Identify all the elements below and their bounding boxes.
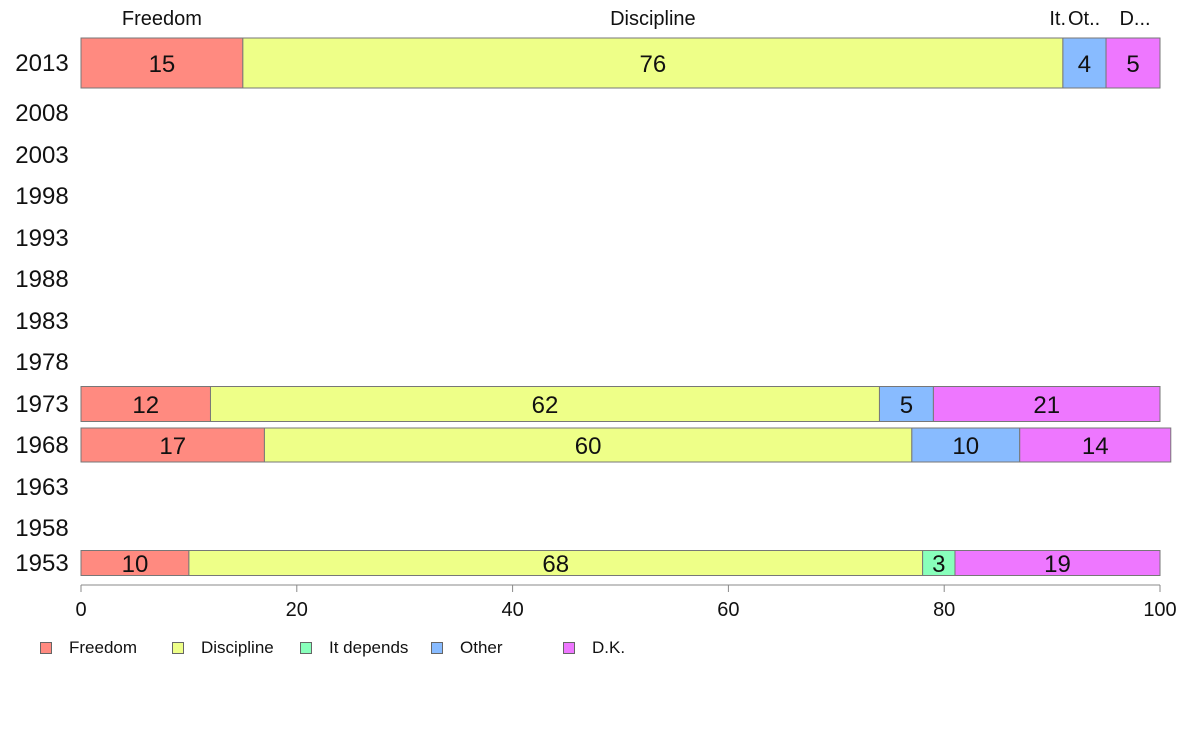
x-tick-label-80: 80 <box>933 599 955 621</box>
bar-segment-1973-d-k <box>932 386 1161 422</box>
legend-label-other: Other <box>460 638 503 657</box>
data-label-1968-other: 10 <box>952 433 979 460</box>
x-tick-label-100: 100 <box>1143 599 1176 621</box>
legend-label-d-k: D.K. <box>592 638 626 657</box>
bar-segment-2013-other <box>1062 37 1107 89</box>
x-tick-label-40: 40 <box>501 599 523 621</box>
data-label-2013-d-k: 5 <box>1126 51 1139 78</box>
bar-segment-1953-freedom <box>80 550 190 576</box>
legend-swatch-d-k <box>563 642 575 654</box>
legend-item-freedom: Freedom <box>40 638 137 658</box>
year-label-1998: 1998 <box>15 183 68 210</box>
year-label-1983: 1983 <box>15 308 68 335</box>
data-label-1968-d-k: 14 <box>1082 433 1109 460</box>
legend-item-discipline: Discipline <box>172 638 274 658</box>
year-label-1973: 1973 <box>15 391 68 418</box>
year-label-1958: 1958 <box>15 515 68 542</box>
legend-item-d-k: D.K. <box>563 638 625 658</box>
data-label-2013-freedom: 15 <box>149 51 176 78</box>
bar-segment-1973-freedom <box>80 386 211 422</box>
bar-segment-1973-discipline <box>209 386 880 422</box>
bar-segment-1953-d-k <box>954 550 1161 576</box>
data-label-1953-it-depends: 3 <box>932 551 945 578</box>
year-label-1988: 1988 <box>15 266 68 293</box>
top-series-label-0: Freedom <box>122 8 202 30</box>
legend-swatch-discipline <box>172 642 184 654</box>
bar-segment-1968-d-k <box>1019 427 1172 463</box>
top-series-label-1: Discipline <box>610 8 696 30</box>
bar-segment-2013-freedom <box>80 37 244 89</box>
chart-legend: Freedom Discipline It depends Other D.K. <box>40 638 1140 658</box>
legend-label-discipline: Discipline <box>201 638 274 657</box>
top-series-label-3: Ot.. <box>1068 8 1100 30</box>
bar-segment-2013-discipline <box>242 37 1064 89</box>
data-label-1973-d-k: 21 <box>1033 392 1060 419</box>
data-label-1973-discipline: 62 <box>532 392 559 419</box>
data-label-1973-freedom: 12 <box>132 392 159 419</box>
x-tick-label-20: 20 <box>286 599 308 621</box>
data-label-1953-freedom: 10 <box>122 551 149 578</box>
legend-item-other: Other <box>431 638 503 658</box>
x-tick-label-60: 60 <box>717 599 739 621</box>
legend-label-it-depends: It depends <box>329 638 409 657</box>
legend-item-it-depends: It depends <box>300 638 408 658</box>
bar-segment-1968-freedom <box>80 427 265 463</box>
year-label-2013: 2013 <box>15 50 68 77</box>
bar-segment-1968-discipline <box>263 427 913 463</box>
year-label-2008: 2008 <box>15 100 68 127</box>
data-label-1953-discipline: 68 <box>542 551 569 578</box>
top-series-label-2: It. <box>1049 8 1066 30</box>
year-label-2003: 2003 <box>15 142 68 169</box>
top-series-label-4: D... <box>1119 8 1150 30</box>
bar-segment-2013-d-k <box>1105 37 1161 89</box>
data-label-2013-other: 4 <box>1078 51 1091 78</box>
data-label-1953-d-k: 19 <box>1044 551 1071 578</box>
x-tick-label-0: 0 <box>75 599 86 621</box>
year-label-1993: 1993 <box>15 225 68 252</box>
year-label-1968: 1968 <box>15 432 68 459</box>
year-label-1953: 1953 <box>15 550 68 577</box>
data-label-2013-discipline: 76 <box>640 51 667 78</box>
legend-swatch-freedom <box>40 642 52 654</box>
year-label-1963: 1963 <box>15 474 68 501</box>
legend-swatch-it-depends <box>300 642 312 654</box>
bar-segment-1953-discipline <box>188 550 924 576</box>
data-label-1973-other: 5 <box>900 392 913 419</box>
data-label-1968-discipline: 60 <box>575 433 602 460</box>
legend-label-freedom: Freedom <box>69 638 138 657</box>
legend-swatch-other <box>431 642 443 654</box>
year-label-1978: 1978 <box>15 349 68 376</box>
data-label-1968-freedom: 17 <box>159 433 186 460</box>
bar-segment-1973-other <box>878 386 934 422</box>
